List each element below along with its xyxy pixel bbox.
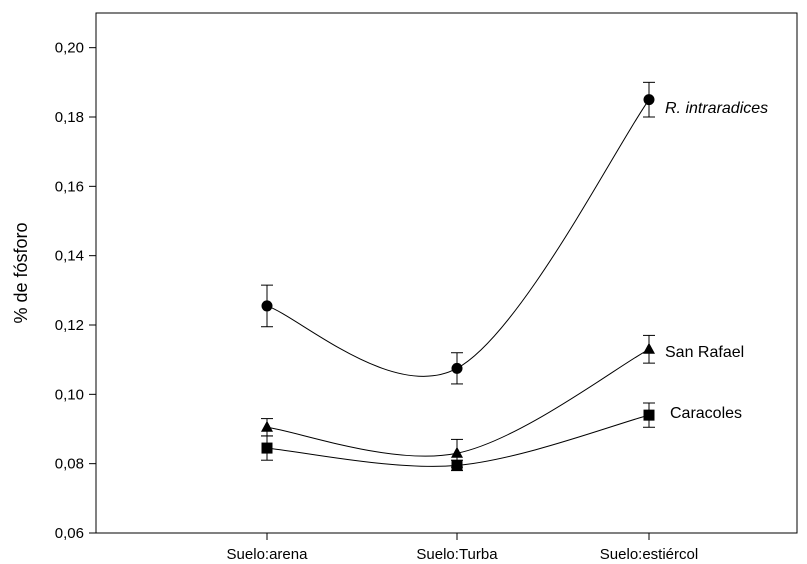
data-point <box>261 442 273 454</box>
y-tick-label: 0,10 <box>55 386 84 403</box>
data-point <box>643 409 655 421</box>
y-tick-label: 0,06 <box>55 525 84 542</box>
series-label: Caracoles <box>670 405 742 422</box>
data-point <box>451 446 463 458</box>
data-point <box>643 94 655 106</box>
y-axis-title: % de fósforo <box>11 222 31 323</box>
x-tick-label: Suelo:estiércol <box>600 546 698 563</box>
series-label: R. intraradices <box>665 100 768 117</box>
series-caracoles: Caracoles <box>261 402 742 472</box>
series-san-rafael: San Rafael <box>261 334 744 468</box>
x-tick-label: Suelo:Turba <box>416 546 498 563</box>
data-point <box>643 342 655 354</box>
series-r-intraradices: R. intraradices <box>261 81 768 385</box>
y-tick-label: 0,14 <box>55 248 84 265</box>
plot-frame <box>95 12 798 534</box>
y-tick-label: 0,16 <box>55 178 84 195</box>
y-tick-label: 0,12 <box>55 317 84 334</box>
y-tick-label: 0,08 <box>55 456 84 473</box>
data-point <box>261 420 273 432</box>
data-point <box>451 362 463 374</box>
series-label: San Rafael <box>665 344 744 361</box>
y-tick-label: 0,20 <box>55 40 84 57</box>
series-line <box>266 99 650 377</box>
y-tick-label: 0,18 <box>55 109 84 126</box>
data-point <box>451 459 463 471</box>
data-point <box>261 300 273 312</box>
x-tick-label: Suelo:arena <box>227 546 309 563</box>
